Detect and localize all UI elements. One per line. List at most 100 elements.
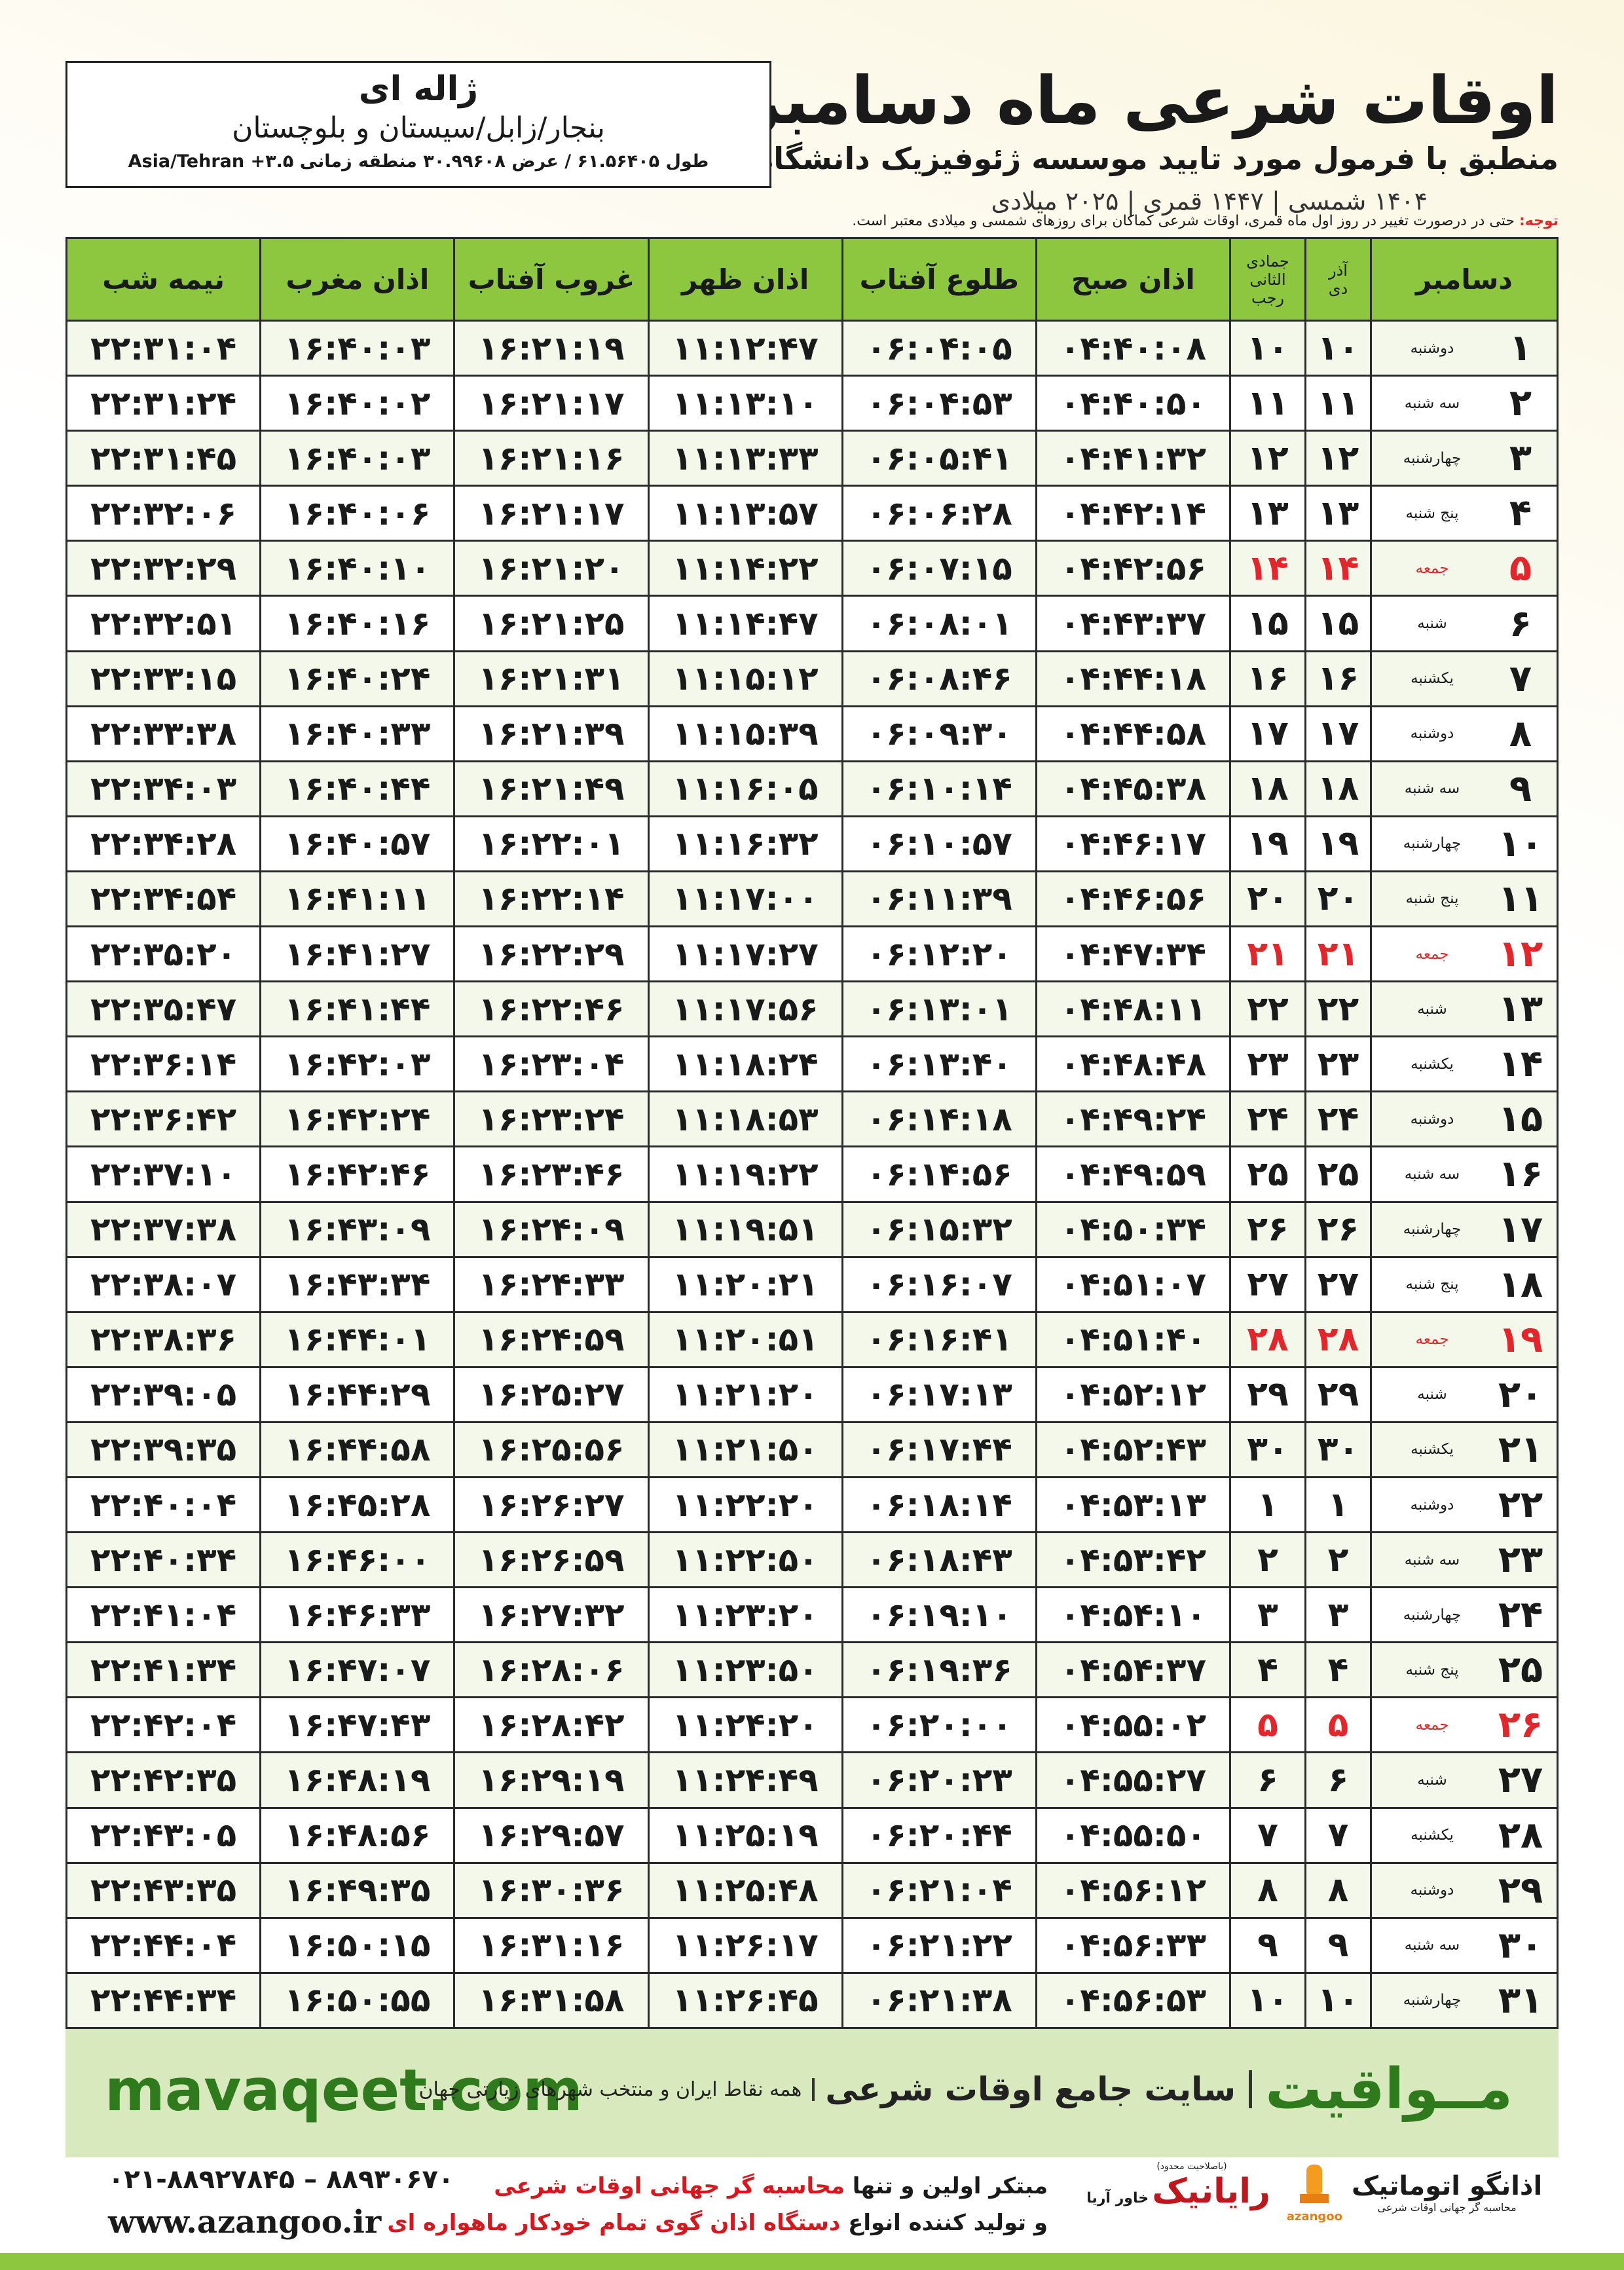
weekday: چهارشنبه — [1403, 835, 1462, 853]
dey-day: ۱۰ — [1304, 1971, 1372, 2029]
time-cell: ۱۶:۴۴:۵۸ — [259, 1421, 456, 1478]
dey-day: ۵ — [1304, 1696, 1372, 1754]
day-number: ۲۷ — [1498, 1758, 1543, 1802]
rajab-day: ۲۸ — [1229, 1311, 1306, 1368]
time-cell: ۲۲:۳۱:۲۴ — [65, 375, 262, 432]
time-cell: ۲۲:۳۴:۰۳ — [65, 760, 262, 817]
time-cell: ۱۱:۱۳:۳۳ — [647, 430, 843, 487]
time-cell: ۰۶:۰۴:۰۵ — [841, 319, 1037, 377]
time-cell: ۱۱:۲۶:۴۵ — [647, 1971, 843, 2029]
row: ۱دوشنبه ۱۰ ۱۰ ۰۴:۴۰:۰۸ ۰۶:۰۴:۰۵ ۱۱:۱۲:۴۷ ۱۶:۲۱… — [65, 319, 1559, 377]
time-cell: ۰۶:۱۹:۱۰ — [841, 1586, 1037, 1644]
time-cell: ۰۴:۵۰:۳۴ — [1035, 1200, 1232, 1258]
time-cell: ۰۶:۱۷:۴۴ — [841, 1421, 1037, 1478]
time-cell: ۱۶:۲۱:۲۵ — [453, 595, 650, 652]
row: ۱۲جمعه ۲۱ ۲۱ ۰۴:۴۷:۳۴ ۰۶:۱۲:۲۰ ۱۱:۱۷:۲۷ ۱۶:۲۲:… — [65, 925, 1559, 983]
dey-day: ۲۷ — [1304, 1256, 1372, 1313]
header-cell: نیمه شب — [65, 237, 262, 322]
time-cell: ۱۱:۱۴:۴۷ — [647, 595, 843, 652]
day-cell: ۲۶ جمعه — [1370, 1696, 1559, 1754]
table-body: ۱دوشنبه ۱۰ ۱۰ ۰۴:۴۰:۰۸ ۰۶:۰۴:۰۵ ۱۱:۱۲:۴۷ ۱۶:۲۱… — [65, 319, 1559, 2029]
weekday: جمعه — [1415, 1716, 1449, 1734]
logo-sub: خاور آریا — [1086, 2190, 1149, 2206]
time-cell: ۱۶:۴۴:۰۱ — [259, 1311, 456, 1368]
weekday: دوشنبه — [1410, 725, 1454, 743]
time-cell: ۱۱:۲۱:۲۰ — [647, 1366, 843, 1423]
time-cell: ۲۲:۳۳:۳۸ — [65, 705, 262, 762]
weekday: یکشنبه — [1411, 670, 1454, 688]
rajab-day: ۹ — [1229, 1916, 1306, 1974]
day-cell: ۳ چهارشنبه — [1370, 430, 1559, 487]
day-number: ۲۸ — [1498, 1814, 1543, 1857]
dey-day: ۱۹ — [1304, 815, 1372, 872]
row: ۲۸یکشنبه ۷ ۷ ۰۴:۵۵:۵۰ ۰۶:۲۰:۴۴ ۱۱:۲۵:۱۹ ۱۶:۲۹:… — [65, 1806, 1559, 1864]
day-cell: ۱۸ پنج شنبه — [1370, 1256, 1559, 1313]
time-cell: ۰۴:۵۲:۱۲ — [1035, 1366, 1232, 1423]
time-cell: ۲۲:۳۶:۱۴ — [65, 1035, 262, 1093]
row: ۳چهارشنبه ۱۲ ۱۲ ۰۴:۴۱:۳۲ ۰۶:۰۵:۴۱ ۱۱:۱۳:۳۳ ۱۶:… — [65, 430, 1559, 487]
rajab-day: ۱۶ — [1229, 650, 1306, 707]
time-cell: ۲۲:۳۳:۱۵ — [65, 650, 262, 707]
time-cell: ۱۱:۱۷:۲۷ — [647, 925, 843, 983]
time-cell: ۰۴:۴۴:۵۸ — [1035, 705, 1232, 762]
time-cell: ۱۶:۴۰:۱۶ — [259, 595, 456, 652]
row: ۲۷شنبه ۶ ۶ ۰۴:۵۵:۲۷ ۰۶:۲۰:۲۳ ۱۱:۲۴:۴۹ ۱۶:۲۹:۱۹… — [65, 1751, 1559, 1809]
row: ۵جمعه ۱۴ ۱۴ ۰۴:۴۲:۵۶ ۰۶:۰۷:۱۵ ۱۱:۱۴:۲۲ ۱۶:۲۱:۲… — [65, 540, 1559, 597]
time-cell: ۰۴:۴۱:۳۲ — [1035, 430, 1232, 487]
time-cell: ۰۴:۴۲:۱۴ — [1035, 485, 1232, 542]
time-cell: ۰۶:۱۸:۴۳ — [841, 1531, 1037, 1589]
time-cell: ۰۶:۲۱:۲۲ — [841, 1916, 1037, 1974]
time-cell: ۰۶:۰۵:۴۱ — [841, 430, 1037, 487]
time-cell: ۱۶:۲۱:۱۹ — [453, 319, 650, 377]
row: ۱۶سه شنبه ۲۵ ۲۵ ۰۴:۴۹:۵۹ ۰۶:۱۴:۵۶ ۱۱:۱۹:۲۲ ۱۶:… — [65, 1145, 1559, 1203]
day-cell: ۳۱ چهارشنبه — [1370, 1971, 1559, 2029]
dey-day: ۱۲ — [1304, 430, 1372, 487]
weekday: دوشنبه — [1410, 1110, 1454, 1128]
row: ۱۷چهارشنبه ۲۶ ۲۶ ۰۴:۵۰:۳۴ ۰۶:۱۵:۳۲ ۱۱:۱۹:۵۱ ۱۶… — [65, 1200, 1559, 1258]
rajab-day: ۳۰ — [1229, 1421, 1306, 1478]
day-number: ۱۲ — [1498, 933, 1543, 976]
time-cell: ۰۴:۴۶:۱۷ — [1035, 815, 1232, 872]
row: ۲۱یکشنبه ۳۰ ۳۰ ۰۴:۵۲:۴۳ ۰۶:۱۷:۴۴ ۱۱:۲۱:۵۰ ۱۶:۲… — [65, 1421, 1559, 1478]
time-cell: ۰۴:۵۵:۲۷ — [1035, 1751, 1232, 1809]
note-text: حتی در درصورت تغییر در روز اول ماه قمری،… — [852, 213, 1515, 229]
time-cell: ۱۱:۱۷:۵۶ — [647, 980, 843, 1038]
time-cell: ۰۴:۵۶:۳۳ — [1035, 1916, 1232, 1974]
time-cell: ۱۱:۲۴:۲۰ — [647, 1696, 843, 1754]
day-cell: ۲۱ یکشنبه — [1370, 1421, 1559, 1478]
day-number: ۱۳ — [1498, 988, 1543, 1031]
day-number: ۲۵ — [1498, 1648, 1543, 1692]
rajab-day: ۲۵ — [1229, 1145, 1306, 1203]
row: ۷یکشنبه ۱۶ ۱۶ ۰۴:۴۴:۱۸ ۰۶:۰۸:۴۶ ۱۱:۱۵:۱۲ ۱۶:۲۱… — [65, 650, 1559, 707]
weekday: پنج شنبه — [1405, 504, 1459, 522]
time-cell: ۱۶:۴۵:۲۸ — [259, 1476, 456, 1534]
site-url[interactable]: mavaqeet.com — [105, 2056, 583, 2124]
day-number: ۱۵ — [1498, 1098, 1543, 1141]
time-cell: ۰۶:۱۵:۳۲ — [841, 1200, 1037, 1258]
time-cell: ۰۶:۲۱:۰۴ — [841, 1861, 1037, 1919]
row: ۳۰سه شنبه ۹ ۹ ۰۴:۵۶:۳۳ ۰۶:۲۱:۲۲ ۱۱:۲۶:۱۷ ۱۶:۳۱… — [65, 1916, 1559, 1974]
dey-day: ۱۳ — [1304, 485, 1372, 542]
time-cell: ۱۶:۲۱:۳۱ — [453, 650, 650, 707]
time-cell: ۱۶:۴۱:۴۴ — [259, 980, 456, 1038]
rajab-day: ۱ — [1229, 1476, 1306, 1534]
time-cell: ۱۶:۴۲:۴۶ — [259, 1145, 456, 1203]
time-cell: ۰۶:۱۳:۴۰ — [841, 1035, 1037, 1093]
row: ۱۳شنبه ۲۲ ۲۲ ۰۴:۴۸:۱۱ ۰۶:۱۳:۰۱ ۱۱:۱۷:۵۶ ۱۶:۲۲:… — [65, 980, 1559, 1038]
time-cell: ۱۱:۲۰:۵۱ — [647, 1311, 843, 1368]
time-cell: ۰۴:۵۳:۴۲ — [1035, 1531, 1232, 1589]
time-cell: ۱۶:۲۴:۳۳ — [453, 1256, 650, 1313]
time-cell: ۰۴:۴۰:۰۸ — [1035, 319, 1232, 377]
weekday: جمعه — [1415, 1331, 1449, 1349]
time-cell: ۰۶:۲۰:۴۴ — [841, 1806, 1037, 1864]
web-url[interactable]: www.azangoo.ir — [108, 2204, 382, 2241]
weekday: یکشنبه — [1411, 1827, 1454, 1844]
logo-text: رایانیک — [1152, 2172, 1270, 2211]
rajab-day: ۲ — [1229, 1531, 1306, 1589]
scope: همه نقاط ایران و منتخب شهرهای زیارتی جها… — [418, 2077, 815, 2101]
weekday: پنج شنبه — [1405, 1276, 1459, 1293]
rajab-day: ۴ — [1229, 1641, 1306, 1699]
dey-day: ۲۵ — [1304, 1145, 1372, 1203]
row: ۳۱چهارشنبه ۱۰ ۱۰ ۰۴:۵۶:۵۳ ۰۶:۲۱:۳۸ ۱۱:۲۶:۴۵ ۱۶… — [65, 1971, 1559, 2029]
time-cell: ۱۶:۴۰:۰۳ — [259, 430, 456, 487]
